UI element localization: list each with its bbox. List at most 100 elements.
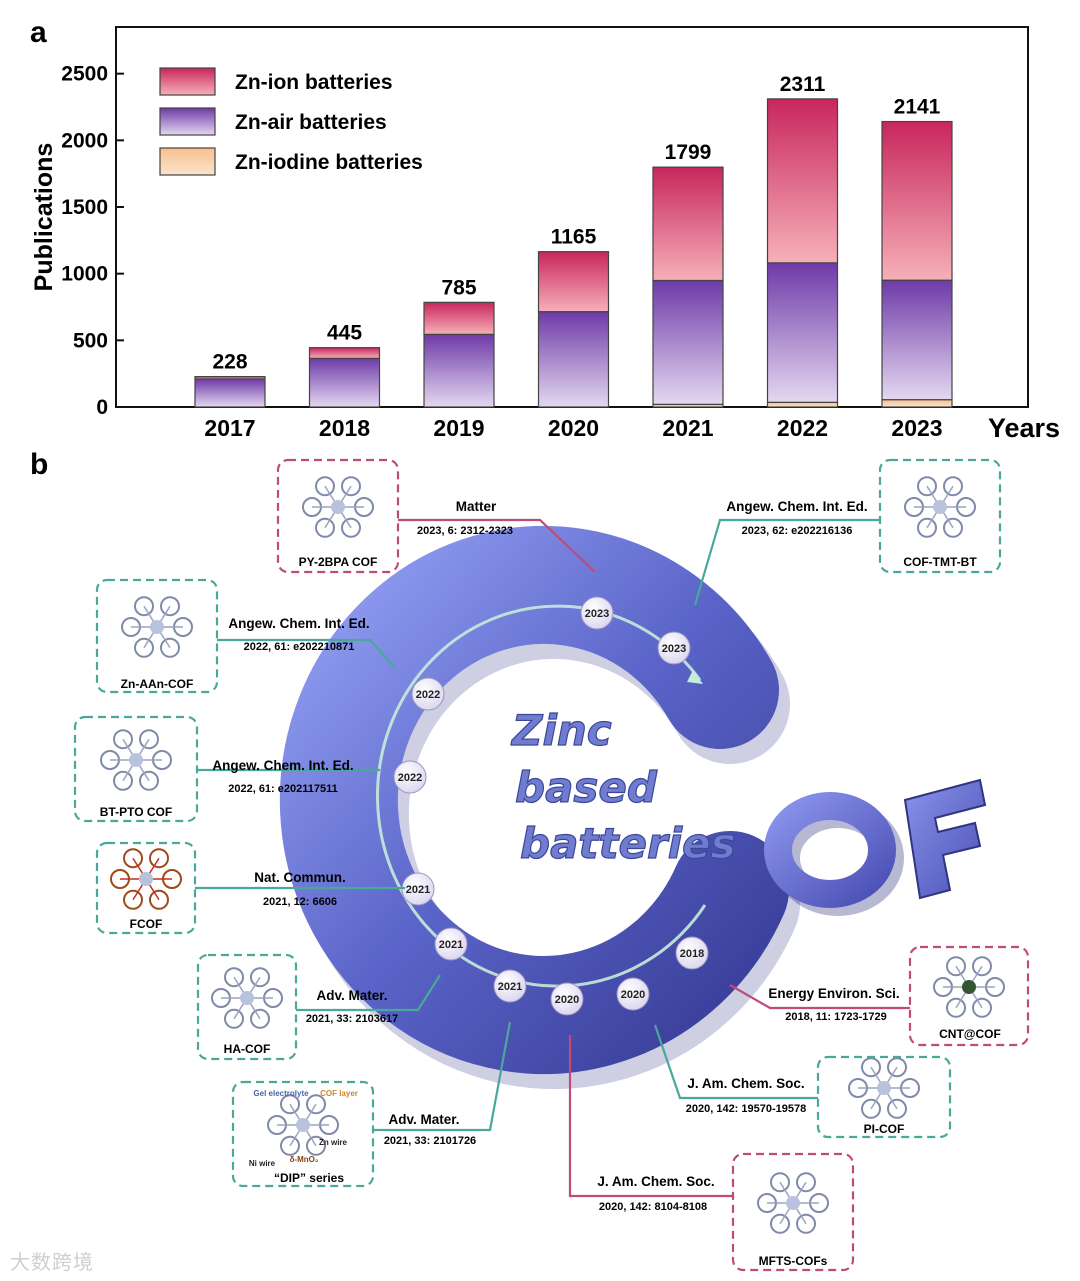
arrow-head-icon [687,670,703,684]
citation-text: 2023, 62: e202216136 [742,525,853,537]
bar-total-label: 445 [327,322,362,345]
cof-structure-image [110,848,182,910]
x-tick-label: 2018 [319,415,370,441]
connector-line [568,1035,733,1198]
cof-structure-image [848,1057,920,1119]
cof-structure-image [121,596,193,658]
cof-structure-image [757,1172,829,1234]
reference-card-frame [908,945,1030,1047]
reference-card-frame [231,1080,375,1188]
reference-card-frame [95,578,219,694]
panel-b-label: b [30,448,48,481]
journal-name: Angew. Chem. Int. Ed. [228,616,369,631]
legend-swatch [159,107,216,136]
journal-name: J. Am. Chem. Soc. [687,1076,804,1091]
cof-structure-image [100,729,172,791]
center-title: Zinc based batteries [509,705,736,868]
connector-line [693,518,880,606]
panel-a-label: a [30,16,47,49]
dip-annotation: Ni wire [249,1159,276,1168]
bar-segment-zn-air-batteries [537,311,610,408]
ring-year-label: 2023 [662,643,686,655]
center-title-line-2: based [515,763,658,812]
reference-card-frame [878,458,1002,574]
cof-structure-image [302,476,374,538]
card-label: Zn-AAn-COF [121,677,194,691]
reference-card-frame [731,1152,855,1272]
ring-year-label: 2021 [439,939,463,951]
connector-line [217,638,396,669]
bar-segment-zn-ion-batteries [881,120,953,281]
journal-name: Nat. Commun. [254,870,346,885]
citation-text: 2021, 33: 2103617 [306,1013,398,1025]
x-axis-title: Years [988,413,1060,443]
bar-segment-zn-air-batteries [194,378,266,408]
bar-segment-zn-air-batteries [881,279,953,401]
center-title-line-1: Zinc [510,706,612,755]
connector-line [398,518,596,573]
x-tick-label: 2020 [548,415,599,441]
legend-label: Zn-air batteries [235,111,387,134]
ring-year-dot [580,596,614,630]
y-tick-label: 2500 [61,63,108,86]
card-label: FCOF [130,917,163,931]
ring-year-label: 2020 [555,994,579,1006]
y-tick-label: 0 [96,396,108,419]
x-tick-label: 2022 [777,415,828,441]
legend-swatch [159,67,216,96]
ring-year-label: 2020 [621,989,645,1001]
ring-year-dot [657,631,691,665]
journal-name: Energy Environ. Sci. [768,986,899,1001]
ring-year-dot [616,977,650,1011]
cof-structure-image [267,1094,339,1156]
center-title-line-3: batteries [520,819,736,868]
legend-label: Zn-ion batteries [235,71,393,94]
x-tick-label: 2017 [204,415,255,441]
journal-name: Matter [456,499,497,514]
citation-text: 2018, 11: 1723-1729 [785,1011,887,1023]
ring-year-label: 2023 [585,608,609,620]
dip-annotation: Gel electrolyte [253,1089,309,1098]
y-axis-title: Publications [30,143,58,292]
ring-year-label: 2021 [498,981,522,993]
bar-total-label: 1165 [551,226,597,249]
x-tick-label: 2021 [662,415,713,441]
citation-text: 2020, 142: 8104-8108 [599,1201,707,1213]
bar-segment-zn-air-batteries [423,333,495,408]
citation-text: 2020, 142: 19570-19578 [686,1103,807,1115]
legend-label: Zn-iodine batteries [235,151,423,174]
connector-line [729,984,910,1010]
dip-annotation: COF layer [320,1089,358,1098]
bar-segment-zn-ion-batteries [537,251,610,313]
ring-year-label: 2021 [406,884,430,896]
stacked-bar-chart: 0 500 1000 1500 2000 2500 228 2017 445 2018 785 201… [61,26,1029,441]
bar-segment-zn-ion-batteries [652,166,724,282]
dip-annotation: δ-MnO₂ [290,1155,319,1164]
bar-segment-zn-air-batteries [766,262,839,403]
bar-total-label: 2311 [780,73,826,96]
of-letters [764,778,987,916]
citation-text: 2022, 61: e202117511 [228,783,338,795]
ring-year-dot [675,936,709,970]
bar-segment-zn-air-batteries [308,357,381,408]
reference-card-frame [95,841,197,935]
ring-year-label: 2018 [680,948,704,960]
cof-structure-image [933,956,1005,1018]
reference-card-frame [276,458,400,574]
reference-cards: PY-2BPA COF Matter 2023, 6: 2312-2323 COF-T… [73,458,1030,1272]
cof-structure-image [904,476,976,538]
journal-name: Adv. Mater. [316,988,387,1003]
card-label: CNT@COF [939,1027,1001,1041]
card-label: PI-COF [864,1122,905,1136]
journal-name: Adv. Mater. [388,1112,459,1127]
bar-total-label: 2141 [894,96,941,119]
card-label: BT-PTO COF [100,805,172,819]
ring-year-label: 2022 [398,772,422,784]
bar-total-label: 785 [441,276,476,299]
ring-year-dot [393,760,427,794]
bar-segment-zn-ion-batteries [308,347,381,359]
card-label: PY-2BPA COF [299,555,378,569]
reference-card-frame [196,953,298,1061]
x-tick-label: 2023 [891,415,942,441]
citation-text: 2023, 6: 2312-2323 [417,525,513,537]
